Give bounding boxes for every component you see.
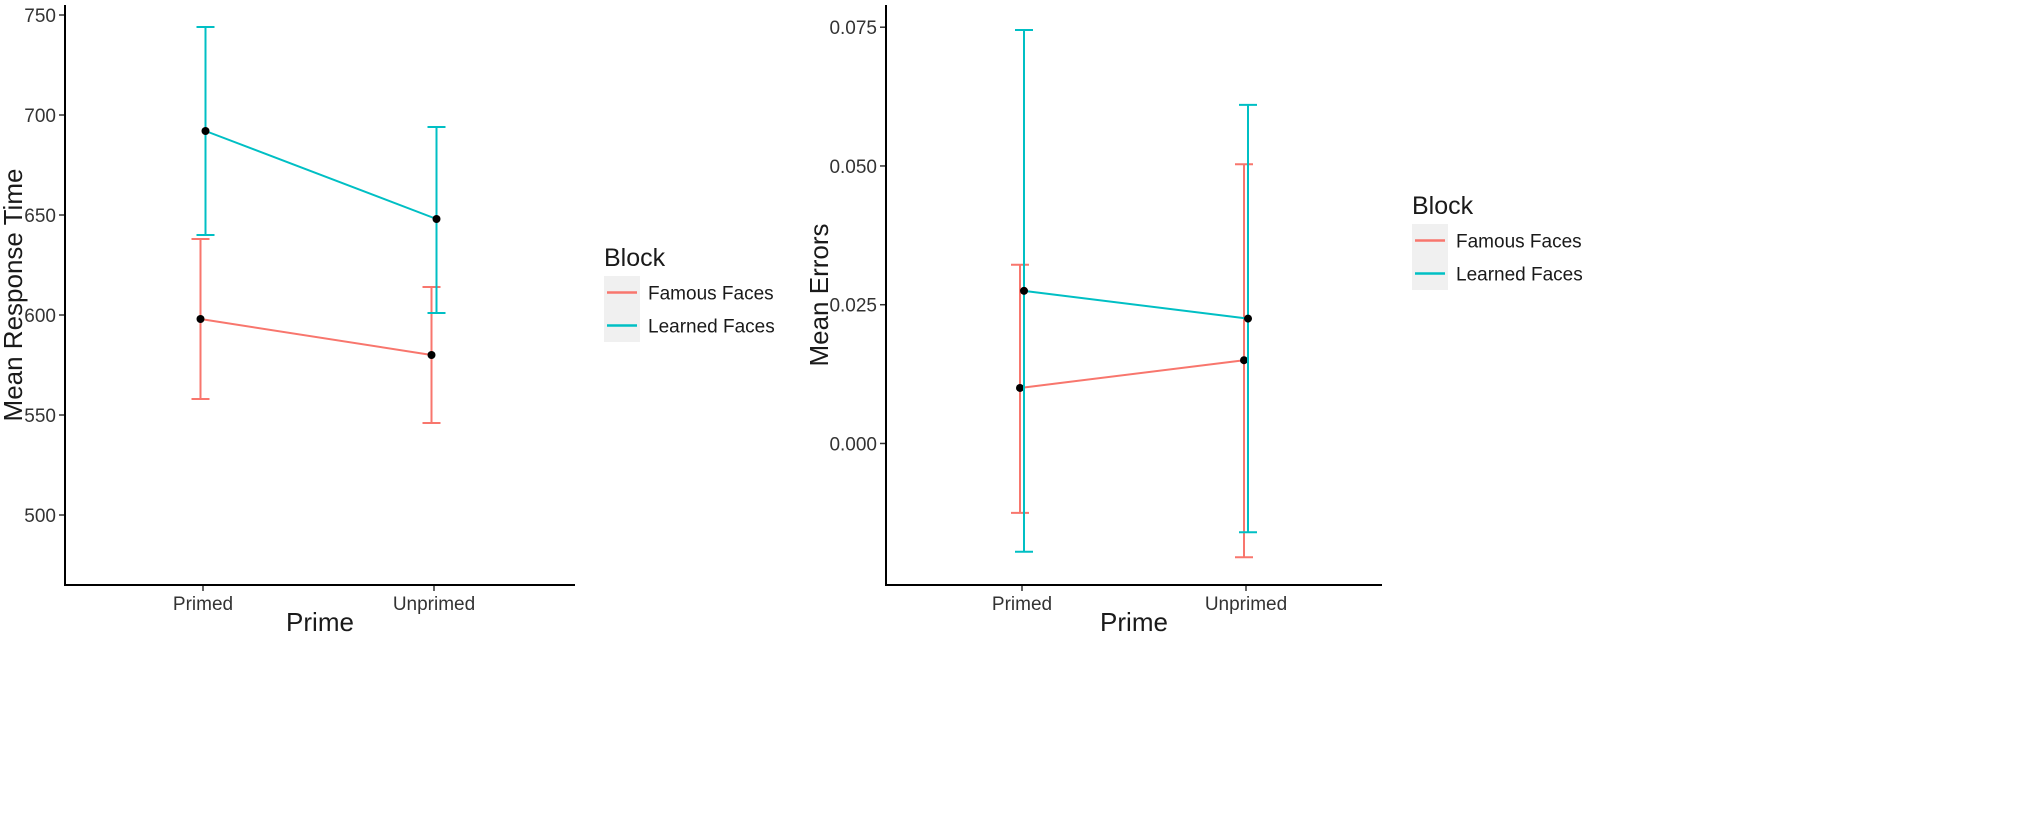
data-point: [432, 215, 441, 223]
data-point: [1020, 286, 1028, 295]
response-time-panel: 500 550 600 650 700 750 Primed Unprimed Prime Mea…: [0, 5, 775, 637]
y-axis-title: Mean Errors: [804, 223, 834, 366]
data-point: [201, 127, 210, 135]
series-learned-faces: [196, 26, 446, 314]
x-tick-label: Primed: [992, 594, 1052, 615]
y-axis-title: Mean Response Time: [0, 169, 28, 422]
legend-item-label: Famous Faces: [648, 284, 774, 305]
legend: Block Famous Faces Learned Faces: [1412, 192, 1583, 290]
data-point: [1240, 356, 1248, 365]
y-tick-label: 600: [24, 306, 56, 327]
legend-title: Block: [1412, 192, 1474, 220]
x-tick-label: Unprimed: [393, 594, 475, 615]
y-tick-label: 0.000: [829, 434, 877, 455]
series-line: [200, 318, 432, 356]
y-tick-label: 0.050: [829, 157, 877, 178]
series-famous-faces: [191, 238, 441, 424]
errors-panel: 0.000 0.025 0.050 0.075 Primed Unprimed Prime M…: [804, 5, 1583, 637]
legend-item-label: Learned Faces: [1456, 265, 1583, 286]
legend-title: Block: [604, 244, 666, 272]
y-tick-label: 550: [24, 406, 56, 427]
series-line: [1023, 289, 1249, 320]
series-line: [1019, 359, 1245, 389]
x-tick-label: Primed: [173, 594, 233, 615]
series-learned-faces: [1015, 28, 1257, 553]
legend-item-label: Learned Faces: [648, 317, 775, 338]
x-axis-title: Prime: [1100, 607, 1168, 637]
legend-item-label: Famous Faces: [1456, 232, 1582, 253]
y-tick-label: 0.025: [829, 296, 877, 317]
series-line: [205, 130, 437, 220]
x-tick-label: Unprimed: [1205, 594, 1287, 615]
y-tick-label: 0.075: [829, 18, 877, 39]
y-tick-label: 700: [24, 106, 56, 127]
x-axis-title: Prime: [286, 607, 354, 637]
data-point: [1016, 383, 1024, 392]
y-tick-label: 500: [24, 506, 56, 527]
data-point: [1244, 314, 1252, 323]
y-tick-label: 750: [24, 6, 56, 27]
legend: Block Famous Faces Learned Faces: [604, 244, 775, 342]
data-point: [196, 315, 205, 323]
data-point: [427, 351, 436, 359]
series-famous-faces: [1011, 163, 1253, 559]
y-tick-label: 650: [24, 206, 56, 227]
